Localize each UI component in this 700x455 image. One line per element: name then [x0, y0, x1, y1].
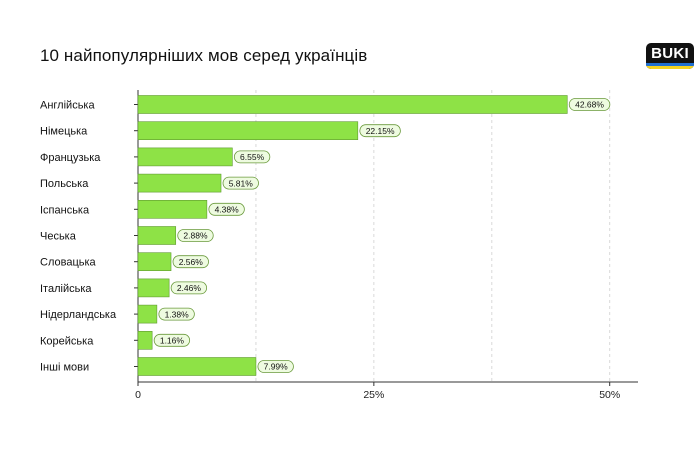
- category-label-3: Польська: [40, 178, 89, 190]
- data-label-bg-8: [158, 307, 195, 321]
- data-label-0: 42.68%: [575, 100, 604, 110]
- category-label-2: Французька: [40, 152, 101, 164]
- category-label-0: Англійська: [40, 100, 95, 112]
- data-label-bg-6: [172, 255, 209, 269]
- data-label-bg-5: [177, 229, 214, 242]
- data-label-bg-1: [359, 124, 401, 138]
- bar-0: [137, 95, 568, 114]
- category-label-7: Італійська: [40, 283, 92, 295]
- bar-2: [137, 147, 233, 167]
- category-label-5: Чеська: [40, 231, 77, 243]
- data-label-2: 6.55%: [240, 152, 265, 162]
- data-label-4: 4.38%: [215, 205, 240, 215]
- bar-7: [137, 278, 170, 298]
- logo-text: BUKI: [651, 45, 689, 62]
- bar-3: [137, 173, 222, 193]
- bar-6: [137, 252, 172, 271]
- data-label-9: 1.16%: [160, 336, 185, 346]
- data-label-8: 1.38%: [165, 309, 190, 319]
- data-label-7: 2.46%: [177, 283, 202, 293]
- data-label-bg-7: [170, 281, 208, 295]
- category-label-9: Корейська: [40, 335, 94, 347]
- x-tick-label-1: 25%: [363, 389, 384, 401]
- data-label-bg-3: [222, 176, 259, 190]
- x-tick-label-2: 50%: [599, 389, 620, 401]
- bar-9: [137, 330, 153, 350]
- data-label-bg-0: [568, 98, 611, 111]
- category-label-10: Інші мови: [40, 362, 89, 374]
- data-label-1: 22.15%: [366, 126, 395, 136]
- category-label-1: Німецька: [40, 126, 88, 138]
- bar-8: [137, 304, 158, 324]
- logo-stripe-blue: [646, 63, 694, 66]
- bar-10: [137, 357, 257, 376]
- data-label-bg-2: [233, 150, 271, 164]
- data-label-5: 2.88%: [183, 231, 208, 241]
- bar-4: [137, 200, 208, 219]
- chart-title: 10 найпопулярніших мов серед українців: [40, 46, 368, 65]
- data-label-bg-9: [153, 333, 191, 347]
- bar-5: [137, 226, 177, 245]
- buki-logo: BUKI: [646, 43, 694, 69]
- x-tick-label-0: 0: [135, 389, 141, 401]
- logo-stripe-yellow: [646, 66, 694, 69]
- data-label-10: 7.99%: [264, 362, 289, 372]
- data-label-bg-4: [208, 202, 245, 216]
- data-label-6: 2.56%: [179, 257, 204, 267]
- category-label-4: Іспанська: [40, 204, 90, 216]
- data-label-bg-10: [257, 360, 294, 373]
- data-label-3: 5.81%: [229, 178, 254, 188]
- bar-1: [137, 121, 359, 140]
- category-label-6: Словацька: [40, 257, 97, 269]
- category-label-8: Нідерландська: [40, 309, 117, 321]
